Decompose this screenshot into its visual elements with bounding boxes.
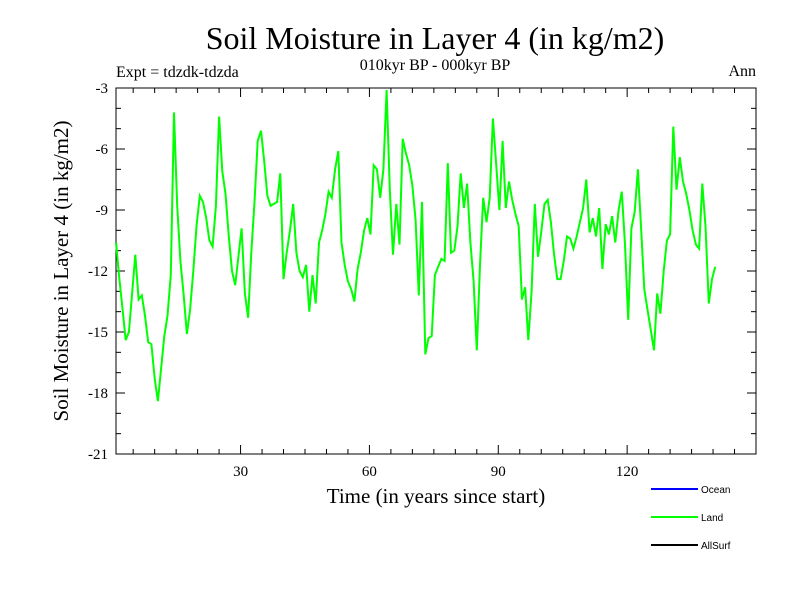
season-label: Ann (728, 63, 756, 80)
x-tick-label: 120 (616, 464, 639, 480)
axis-ticks (116, 87, 757, 455)
chart-subtitle: 010kyr BP - 000kyr BP (360, 57, 511, 74)
x-tick-labels: 30 60 90 120 (233, 464, 638, 480)
legend: Ocean Land AllSurf (651, 485, 731, 552)
legend-label-ocean: Ocean (701, 485, 730, 496)
y-axis-label: Soil Moisture in Layer 4 (in kg/m2) (49, 121, 73, 422)
chart-title: Soil Moisture in Layer 4 (in kg/m2) (206, 20, 665, 56)
x-tick-label: 60 (362, 464, 377, 480)
series-line-land (115, 89, 717, 402)
legend-label-allsurf: AllSurf (701, 541, 731, 552)
x-tick-label: 30 (233, 464, 248, 480)
y-tick-label: -12 (88, 264, 108, 280)
y-tick-label: -3 (96, 81, 109, 97)
x-axis-label: Time (in years since start) (327, 484, 546, 508)
legend-label-land: Land (701, 513, 723, 524)
expt-label: Expt = tdzdk-tdzda (116, 64, 239, 81)
y-tick-label: -15 (88, 325, 108, 341)
x-tick-label: 90 (491, 464, 506, 480)
y-tick-label: -18 (88, 386, 108, 402)
y-tick-label: -6 (96, 142, 109, 158)
y-tick-label: -9 (96, 203, 109, 219)
y-tick-label: -21 (88, 447, 108, 463)
y-tick-labels: -3 -6 -9 -12 -15 -18 -21 (88, 81, 108, 463)
